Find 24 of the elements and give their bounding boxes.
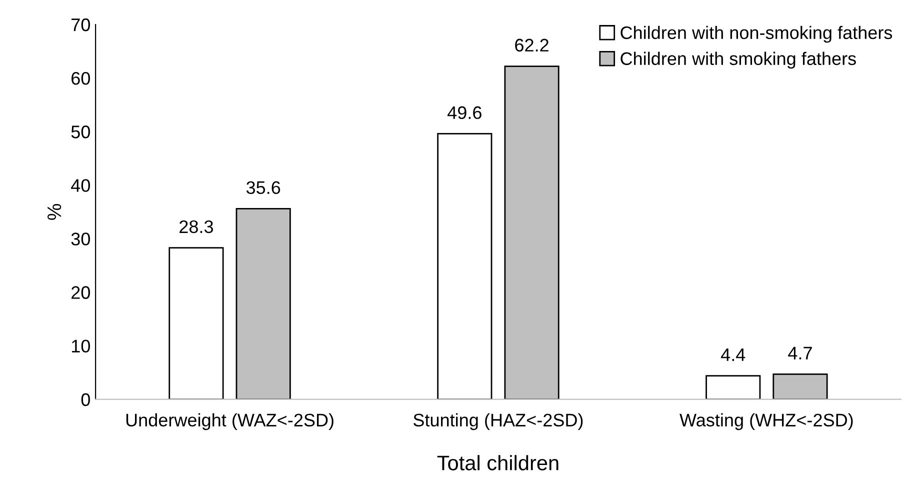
data-label: 4.4 <box>720 348 746 361</box>
y-tick-label: 60 <box>72 72 90 85</box>
x-tick-label: Stunting (HAZ<-2SD) <box>414 413 583 430</box>
bar <box>437 133 492 400</box>
y-tick-label: 30 <box>71 232 90 246</box>
legend-label: Children with non-smoking fathers <box>620 26 892 43</box>
data-label: 28.3 <box>180 220 213 234</box>
data-label: 62.2 <box>515 38 548 52</box>
y-tick-label: 0 <box>81 393 90 406</box>
data-label: 49.6 <box>448 106 482 120</box>
bar <box>168 247 224 400</box>
data-label: 35.6 <box>246 181 280 194</box>
x-axis-title: Total children <box>437 455 558 470</box>
y-axis-title: % <box>48 204 62 220</box>
y-tick-label: 10 <box>72 340 90 353</box>
x-tick-label: Wasting (WHZ<-2SD) <box>680 413 853 430</box>
legend-label: Children with smoking fathers <box>620 52 856 69</box>
y-tick-label: 40 <box>71 179 90 192</box>
y-tick-label: 70 <box>72 18 90 32</box>
y-tick-label: 20 <box>72 286 90 299</box>
bar <box>706 375 761 400</box>
x-tick-label: Underweight (WAZ<-2SD) <box>126 413 334 430</box>
data-label: 4.7 <box>788 346 812 360</box>
y-tick-label: 50 <box>71 126 90 138</box>
